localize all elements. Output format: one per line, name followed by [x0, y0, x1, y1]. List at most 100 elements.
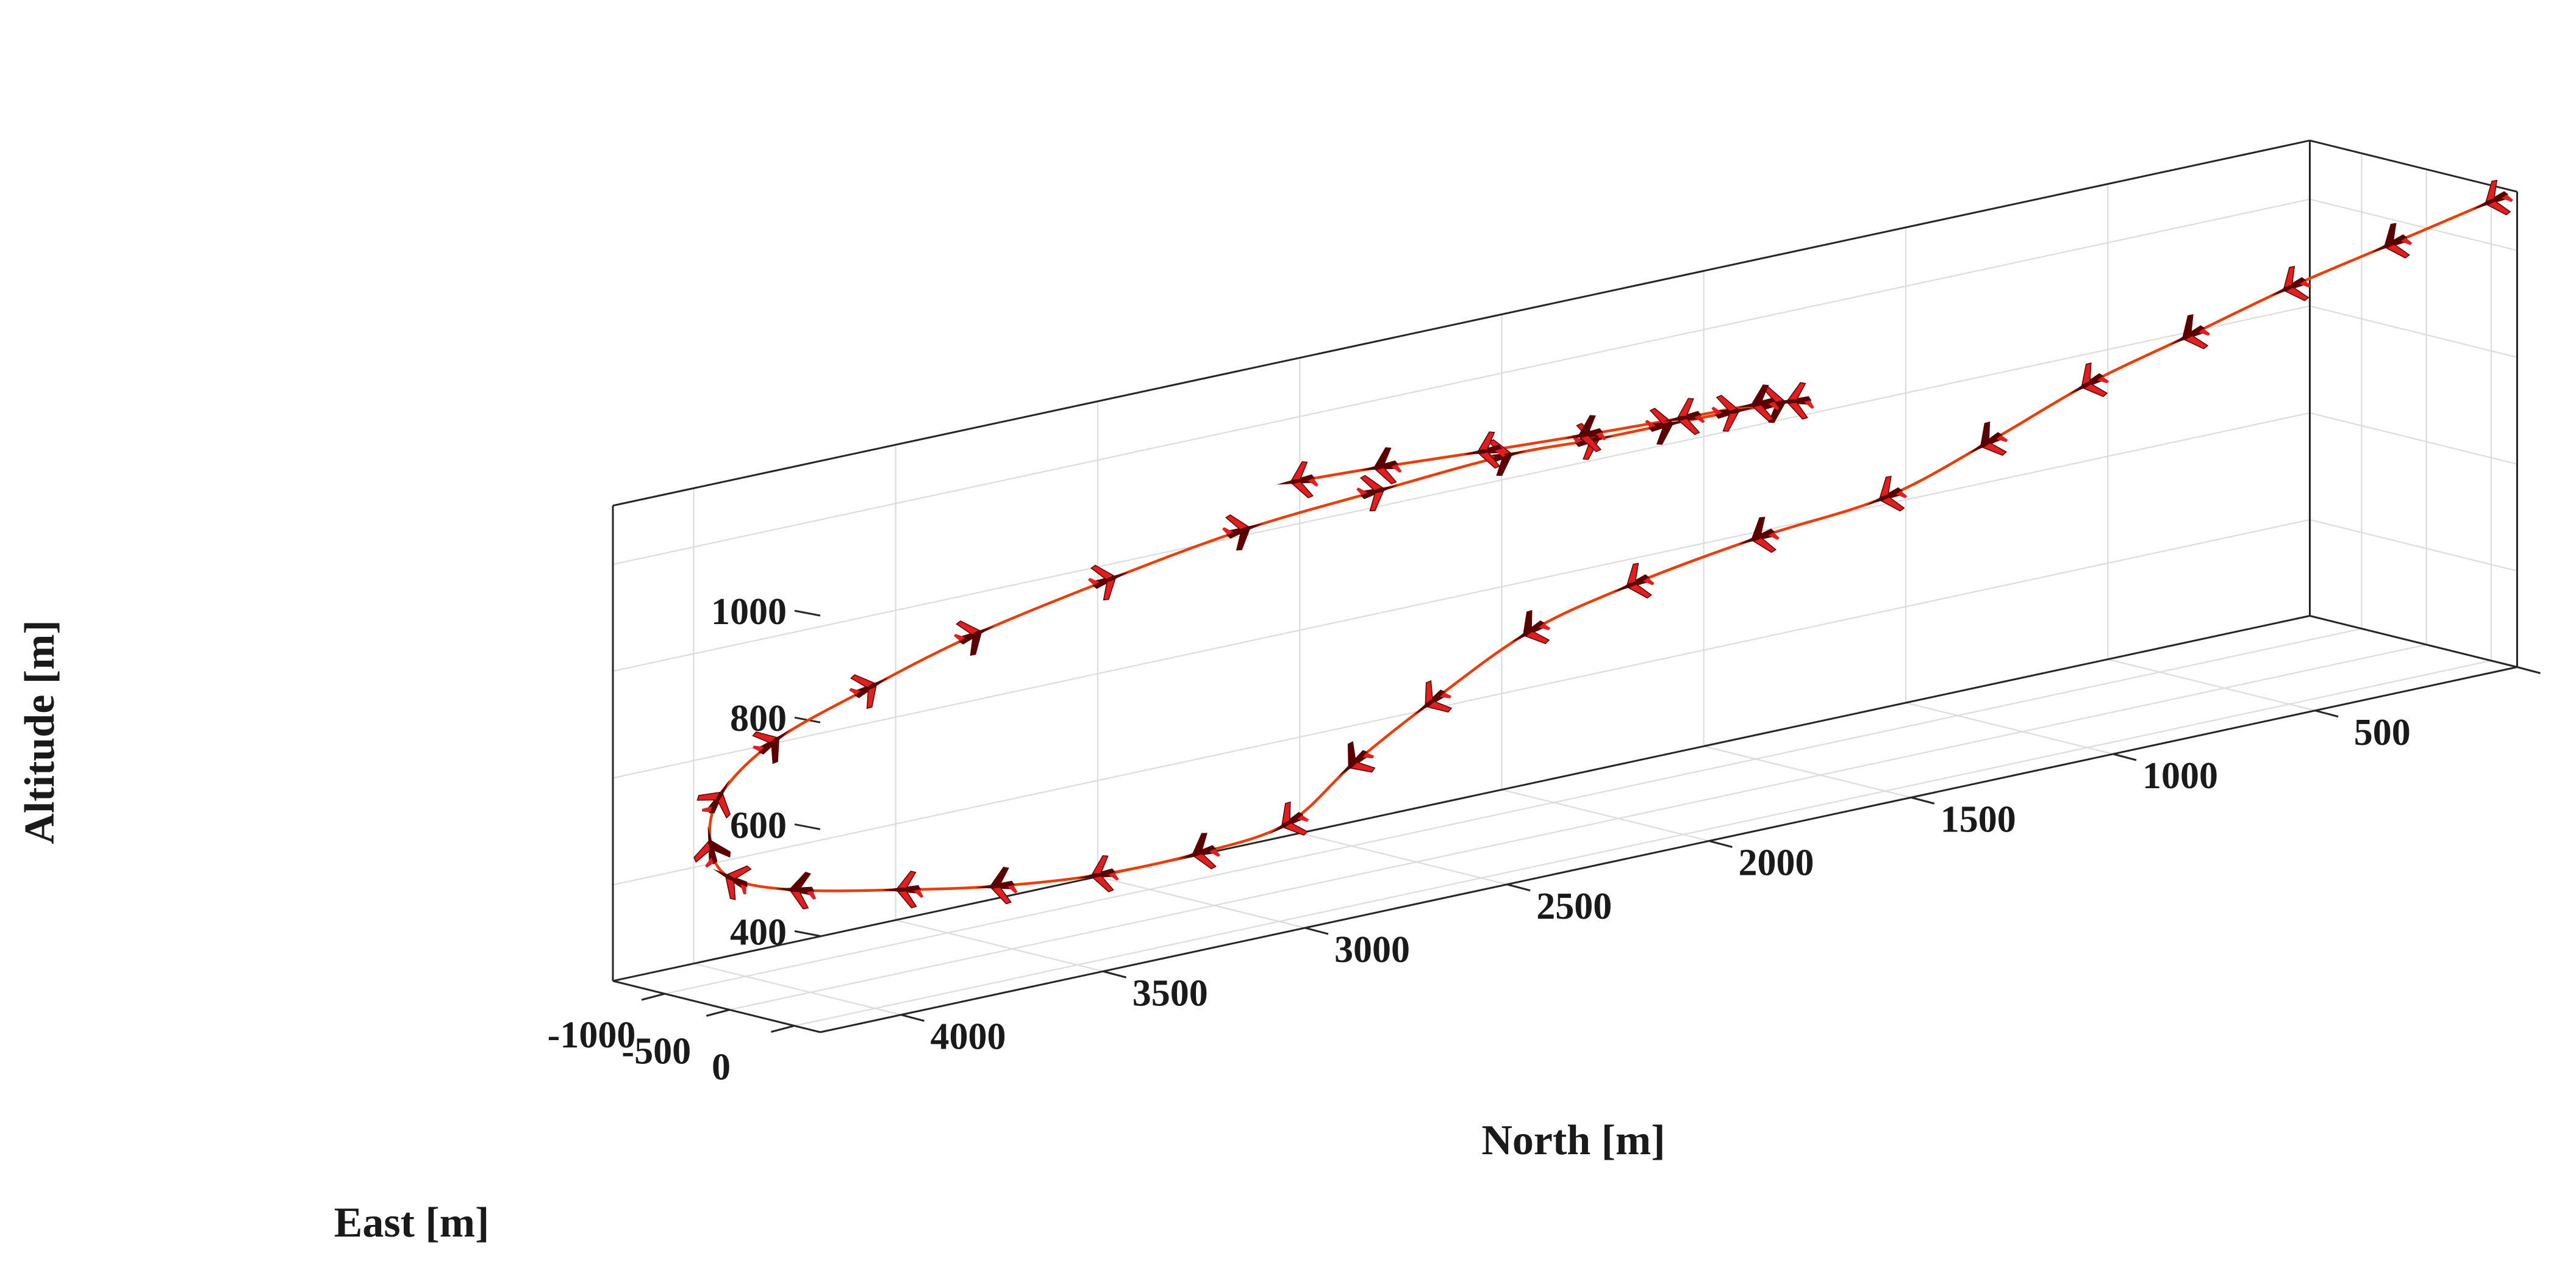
grid-line-altitude — [2309, 412, 2517, 465]
altitude-tick-label: 400 — [730, 911, 787, 953]
altitude-tick-mark — [794, 609, 821, 617]
east-tick-mark — [771, 1025, 795, 1033]
grid-line-north — [1905, 702, 2114, 755]
grid-line-altitude — [612, 412, 2310, 779]
data-layer — [693, 179, 2513, 910]
grid-line-altitude — [2309, 519, 2517, 572]
aircraft-marker — [849, 674, 890, 709]
grid-line-north — [1501, 789, 1709, 842]
aircraft-marker — [1968, 421, 2008, 456]
north-tick-label: 2500 — [1536, 886, 1612, 927]
grid-line-altitude — [2309, 305, 2517, 358]
east-tick-label: -1000 — [548, 1014, 636, 1056]
aircraft-marker — [1076, 855, 1119, 892]
aircraft-marker — [1178, 833, 1220, 870]
grid-line-north — [1703, 745, 1912, 799]
aircraft-marker — [1359, 447, 1402, 485]
north-tick-label: 500 — [2354, 712, 2411, 753]
aircraft-marker — [1356, 475, 1398, 512]
z-axis-title: Altitude [m] — [16, 620, 63, 844]
grid-line-altitude — [612, 305, 2310, 672]
grid-line-north — [1097, 875, 1306, 929]
axes-box-edge — [612, 615, 2310, 982]
east-tick-mark — [641, 993, 665, 1001]
aircraft-marker — [693, 825, 731, 868]
altitude-tick-label: 800 — [730, 698, 787, 739]
aircraft-marker — [2371, 223, 2413, 259]
grid-line-north — [1299, 832, 1508, 885]
grid-line-north — [693, 963, 901, 1016]
north-tick-label: 4000 — [931, 1016, 1006, 1058]
aircraft-marker — [1737, 384, 1780, 422]
east-tick-label: -500 — [621, 1030, 691, 1072]
north-tick-label: 1500 — [1941, 799, 2016, 840]
grid-line-east — [664, 628, 2362, 995]
east-tick-label: 0 — [712, 1047, 731, 1088]
aircraft-marker — [712, 865, 752, 900]
north-tick-mark — [1911, 796, 1935, 805]
altitude-tick-label: 600 — [730, 805, 787, 846]
aircraft-marker — [1269, 801, 1309, 836]
north-tick-mark — [1103, 970, 1127, 979]
north-tick-label: 3500 — [1132, 972, 1208, 1014]
aircraft-marker — [1414, 680, 1453, 716]
grid-line-altitude — [2309, 198, 2517, 251]
aircraft-marker — [2472, 179, 2513, 216]
north-tick-mark — [2314, 709, 2339, 718]
aircraft-marker — [1866, 476, 1908, 512]
axes-box-edge — [2309, 139, 2517, 193]
north-tick-mark — [2517, 666, 2541, 674]
aircraft-marker — [1564, 415, 1607, 453]
grid-line-north — [895, 919, 1104, 972]
altitude-tick-label: 1000 — [711, 591, 787, 633]
aircraft-marker — [696, 780, 731, 819]
trajectory-line — [708, 200, 2492, 892]
north-tick-mark — [1709, 840, 1733, 848]
grid-line-altitude — [612, 519, 2310, 886]
aircraft-marker — [1645, 408, 1687, 445]
aircraft-marker — [1337, 741, 1376, 777]
axes-box-edge — [2309, 615, 2517, 668]
x-axis-title: North [m] — [1481, 1117, 1665, 1164]
axes-box-edge — [612, 980, 821, 1033]
aircraft-marker — [775, 872, 817, 910]
aircraft-marker — [1087, 564, 1129, 601]
aircraft-marker — [1571, 423, 1614, 460]
east-tick-mark — [706, 1008, 730, 1017]
aircraft-marker — [1662, 398, 1705, 436]
aircraft-marker — [752, 729, 791, 764]
tick-marks — [641, 609, 2541, 1033]
aircraft-marker — [1276, 461, 1318, 498]
aircraft-marker — [2069, 362, 2109, 397]
grid-line-north — [2107, 658, 2316, 711]
aircraft-marker — [1511, 609, 1551, 644]
north-tick-mark — [2113, 753, 2137, 761]
grid-line-east — [794, 659, 2492, 1027]
aircraft-marker — [2169, 314, 2210, 350]
north-tick-mark — [901, 1014, 925, 1022]
aircraft-marker — [882, 871, 924, 908]
y-axis-title: East [m] — [334, 1199, 490, 1246]
north-tick-label: 0 — [2575, 669, 2576, 710]
north-tick-label: 2000 — [1739, 842, 1814, 884]
aircraft-marker — [1772, 382, 1814, 420]
aircraft-marker — [2270, 265, 2311, 301]
altitude-tick-mark — [794, 823, 821, 830]
aircraft-marker — [1737, 517, 1780, 553]
axes-box-edge — [612, 139, 2310, 507]
aircraft-marker — [975, 866, 1018, 905]
axes-box-edge — [820, 666, 2517, 1033]
aircraft-marker — [954, 620, 995, 656]
aircraft-marker — [1711, 395, 1754, 432]
grid-line-east — [729, 644, 2427, 1011]
aircraft-marker — [1613, 562, 1655, 599]
north-tick-label: 3000 — [1334, 929, 1410, 971]
tick-labels: 05001000150020002500300035004000-1000-50… — [548, 591, 2576, 1088]
north-tick-mark — [1506, 883, 1531, 892]
north-tick-label: 1000 — [2142, 755, 2218, 797]
aircraft-marker — [1222, 514, 1264, 551]
altitude-tick-mark — [794, 930, 821, 937]
grid-line-altitude — [612, 198, 2310, 566]
north-tick-mark — [1304, 927, 1329, 935]
